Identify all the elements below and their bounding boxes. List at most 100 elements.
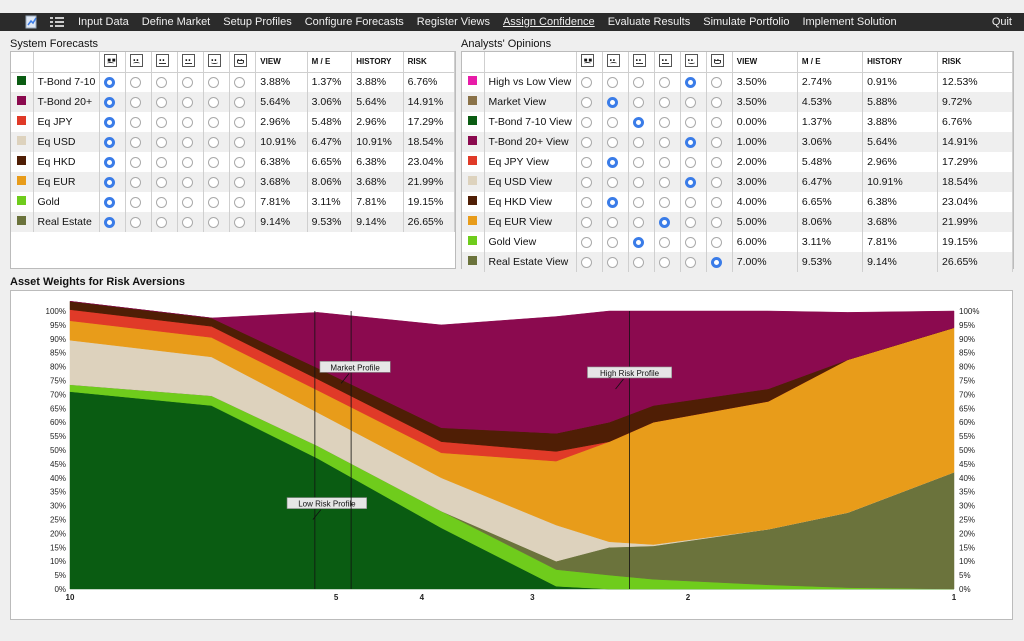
confidence-radio[interactable]	[632, 256, 644, 268]
confidence-radio[interactable]	[606, 176, 618, 188]
confidence-radio[interactable]	[684, 116, 696, 128]
confidence-radio[interactable]	[104, 96, 116, 108]
confidence-radio[interactable]	[234, 196, 246, 208]
confidence-radio[interactable]	[234, 176, 246, 188]
menu-item-configure-forecasts[interactable]: Configure Forecasts	[304, 16, 404, 28]
confidence-radio[interactable]	[684, 216, 696, 228]
confidence-radio[interactable]	[208, 76, 220, 88]
confidence-radio[interactable]	[156, 216, 168, 228]
confidence-radio[interactable]	[658, 256, 670, 268]
confidence-radio[interactable]	[606, 116, 618, 128]
confidence-radio[interactable]	[234, 216, 246, 228]
confidence-radio[interactable]	[710, 196, 722, 208]
confidence-radio[interactable]	[580, 236, 592, 248]
confidence-radio[interactable]	[632, 236, 644, 248]
confidence-radio[interactable]	[606, 76, 618, 88]
confidence-radio[interactable]	[684, 156, 696, 168]
confidence-radio[interactable]	[606, 236, 618, 248]
app-logo-icon[interactable]	[24, 15, 40, 29]
confidence-radio[interactable]	[632, 96, 644, 108]
confidence-radio[interactable]	[606, 156, 618, 168]
menu-item-simulate-portfolio[interactable]: Simulate Portfolio	[703, 16, 790, 28]
confidence-radio[interactable]	[710, 156, 722, 168]
confidence-radio[interactable]	[580, 156, 592, 168]
confidence-radio[interactable]	[580, 176, 592, 188]
confidence-radio[interactable]	[606, 96, 618, 108]
confidence-radio[interactable]	[606, 256, 618, 268]
confidence-radio[interactable]	[208, 196, 220, 208]
list-icon[interactable]	[50, 16, 64, 28]
confidence-radio[interactable]	[632, 76, 644, 88]
confidence-radio[interactable]	[632, 136, 644, 148]
confidence-radio[interactable]	[156, 116, 168, 128]
confidence-radio[interactable]	[632, 116, 644, 128]
menu-item-evaluate-results[interactable]: Evaluate Results	[607, 16, 691, 28]
confidence-radio[interactable]	[234, 76, 246, 88]
confidence-radio[interactable]	[658, 76, 670, 88]
confidence-radio[interactable]	[580, 136, 592, 148]
menu-item-register-views[interactable]: Register Views	[416, 16, 490, 28]
confidence-radio[interactable]	[130, 216, 142, 228]
confidence-radio[interactable]	[684, 196, 696, 208]
confidence-radio[interactable]	[710, 96, 722, 108]
confidence-radio[interactable]	[710, 216, 722, 228]
confidence-radio[interactable]	[208, 156, 220, 168]
confidence-radio[interactable]	[606, 196, 618, 208]
confidence-radio[interactable]	[208, 176, 220, 188]
confidence-radio[interactable]	[104, 196, 116, 208]
confidence-radio[interactable]	[234, 136, 246, 148]
confidence-radio[interactable]	[156, 176, 168, 188]
confidence-radio[interactable]	[234, 96, 246, 108]
confidence-radio[interactable]	[710, 76, 722, 88]
confidence-radio[interactable]	[182, 96, 194, 108]
confidence-radio[interactable]	[208, 216, 220, 228]
confidence-radio[interactable]	[710, 136, 722, 148]
confidence-radio[interactable]	[182, 216, 194, 228]
confidence-radio[interactable]	[156, 196, 168, 208]
confidence-radio[interactable]	[130, 96, 142, 108]
confidence-radio[interactable]	[658, 136, 670, 148]
confidence-radio[interactable]	[130, 196, 142, 208]
confidence-radio[interactable]	[710, 116, 722, 128]
confidence-radio[interactable]	[156, 96, 168, 108]
confidence-radio[interactable]	[580, 196, 592, 208]
confidence-radio[interactable]	[130, 76, 142, 88]
confidence-radio[interactable]	[234, 116, 246, 128]
confidence-radio[interactable]	[658, 156, 670, 168]
menu-item-define-market[interactable]: Define Market	[141, 16, 211, 28]
menu-item-setup-profiles[interactable]: Setup Profiles	[223, 16, 292, 28]
confidence-radio[interactable]	[580, 216, 592, 228]
menu-item-assign-confidence[interactable]: Assign Confidence	[502, 16, 595, 28]
menu-item-implement-solution[interactable]: Implement Solution	[802, 16, 897, 28]
confidence-radio[interactable]	[182, 136, 194, 148]
confidence-radio[interactable]	[710, 176, 722, 188]
confidence-radio[interactable]	[658, 116, 670, 128]
confidence-radio[interactable]	[710, 236, 722, 248]
confidence-radio[interactable]	[130, 136, 142, 148]
confidence-radio[interactable]	[606, 136, 618, 148]
confidence-radio[interactable]	[632, 196, 644, 208]
confidence-radio[interactable]	[658, 96, 670, 108]
confidence-radio[interactable]	[104, 76, 116, 88]
confidence-radio[interactable]	[658, 196, 670, 208]
confidence-radio[interactable]	[182, 76, 194, 88]
confidence-radio[interactable]	[606, 216, 618, 228]
confidence-radio[interactable]	[632, 216, 644, 228]
confidence-radio[interactable]	[632, 156, 644, 168]
confidence-radio[interactable]	[130, 116, 142, 128]
confidence-radio[interactable]	[130, 156, 142, 168]
confidence-radio[interactable]	[208, 116, 220, 128]
confidence-radio[interactable]	[658, 236, 670, 248]
confidence-radio[interactable]	[182, 116, 194, 128]
confidence-radio[interactable]	[684, 256, 696, 268]
confidence-radio[interactable]	[182, 196, 194, 208]
confidence-radio[interactable]	[632, 176, 644, 188]
confidence-radio[interactable]	[104, 156, 116, 168]
confidence-radio[interactable]	[710, 256, 722, 268]
confidence-radio[interactable]	[658, 216, 670, 228]
confidence-radio[interactable]	[182, 176, 194, 188]
confidence-radio[interactable]	[684, 136, 696, 148]
confidence-radio[interactable]	[156, 156, 168, 168]
confidence-radio[interactable]	[234, 156, 246, 168]
confidence-radio[interactable]	[580, 256, 592, 268]
